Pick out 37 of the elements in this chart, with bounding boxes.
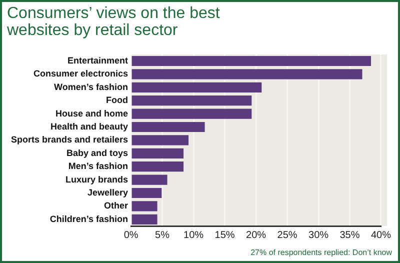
- y-tick-label: Jewellery: [88, 187, 128, 198]
- bar: [132, 96, 252, 106]
- y-tick-label: Children’s fashion: [50, 214, 128, 224]
- y-tick-label: Other: [104, 200, 129, 211]
- bar: [132, 148, 184, 158]
- chart-title: Consumers’ views on the best websites by retail sector: [7, 5, 221, 39]
- bar: [132, 56, 371, 66]
- bar: [132, 174, 168, 185]
- y-tick-label: Food: [106, 95, 128, 106]
- x-tick-label: 0%: [124, 230, 138, 241]
- x-tick-label: 5%: [155, 230, 170, 241]
- bar: [132, 201, 158, 212]
- x-tick-label: 35%: [340, 230, 360, 241]
- y-tick-label: Luxury brands: [66, 174, 128, 184]
- y-tick-label: Men’s fashion: [68, 161, 128, 172]
- x-tick-label: 10%: [184, 230, 204, 241]
- y-tick-label: Sports brands and retailers: [10, 134, 128, 145]
- x-tick-label: 30%: [308, 230, 329, 241]
- bar: [132, 188, 162, 198]
- y-tick-label: Consumer electronics: [34, 68, 128, 79]
- bar: [132, 82, 262, 92]
- bar: [132, 214, 158, 224]
- bar: [132, 135, 189, 146]
- bar: [132, 69, 362, 80]
- text: 27% of respondents replied: Don’t know: [250, 248, 392, 257]
- y-tick-label: Baby and toys: [66, 148, 128, 158]
- x-tick-label: 15%: [214, 230, 235, 241]
- bar: [132, 108, 252, 119]
- bar: [132, 162, 184, 172]
- x-tick-label: 25%: [277, 230, 298, 241]
- y-tick-label: Entertainment: [68, 55, 128, 66]
- x-tick-label: 40%: [370, 230, 392, 241]
- y-tick-label: House and home: [56, 108, 128, 118]
- y-tick-label: Health and beauty: [50, 121, 128, 132]
- bar: [132, 122, 205, 132]
- x-tick-label: 20%: [246, 230, 266, 241]
- y-tick-label: Women’s fashion: [54, 82, 128, 92]
